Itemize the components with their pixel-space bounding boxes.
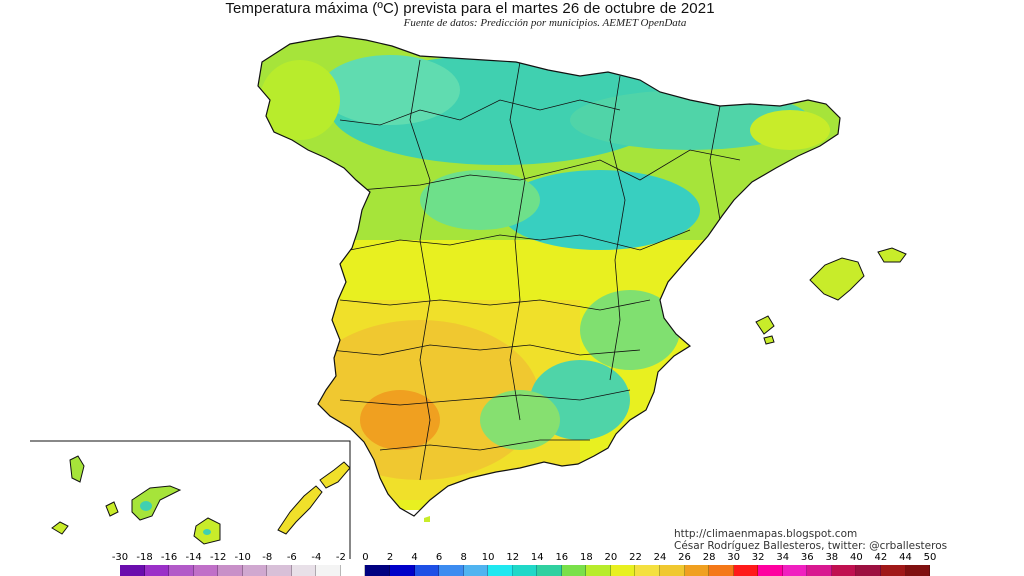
legend-label: 36: [800, 552, 814, 563]
legend-swatch: [267, 565, 292, 576]
legend-color-bar: [120, 565, 931, 576]
legend-swatch: [660, 565, 685, 576]
legend-label: 2: [386, 552, 394, 563]
legend-swatch: [390, 565, 415, 576]
legend-label: 18: [579, 552, 593, 563]
legend-swatch: [684, 565, 710, 576]
legend-label: -30: [111, 552, 129, 563]
legend-swatch: [905, 565, 931, 576]
legend-swatch: [144, 565, 170, 576]
legend-swatch: [758, 565, 783, 576]
legend-swatch: [169, 565, 194, 576]
legend-swatch: [414, 565, 440, 576]
legend-label: -18: [136, 552, 153, 563]
legend-swatch: [439, 565, 464, 576]
credit-author: César Rodríguez Ballesteros, twitter: @c…: [674, 540, 948, 552]
legend-labels: -30 -18 -16 -14 -12 -10 -8 -6 -4 -2 0 2 4 6 8 10 12 14 16 1…: [0, 552, 1024, 565]
legend-swatch: [463, 565, 489, 576]
legend-label: 32: [751, 552, 765, 563]
legend-label: 24: [653, 552, 667, 563]
map-title: Temperatura máxima (ºC) prevista para el…: [225, 0, 715, 17]
legend-swatch: [733, 565, 759, 576]
legend-label: -2: [335, 552, 346, 563]
legend-label: 50: [923, 552, 937, 563]
legend-swatch: [586, 565, 611, 576]
legend-swatch: [218, 565, 243, 576]
legend-label: 8: [460, 552, 467, 563]
legend-label: -6: [286, 552, 297, 563]
legend-label: 16: [555, 552, 569, 563]
legend-swatch: [880, 565, 906, 576]
legend-label: 6: [435, 552, 443, 563]
map-subtitle: Fuente de datos: Predicción por municipi…: [403, 17, 687, 29]
legend-label: 22: [629, 552, 642, 563]
ceuta-map: [424, 516, 430, 522]
legend-label: 42: [874, 552, 888, 563]
legend-label: -14: [185, 552, 202, 563]
legend-label: 14: [530, 552, 544, 563]
legend-label: 0: [362, 552, 369, 563]
legend-swatch: [782, 565, 808, 576]
credit-url: http://climaenmapas.blogspot.com: [674, 528, 858, 540]
legend-swatch: [807, 565, 832, 576]
legend-label: -16: [160, 552, 178, 563]
legend-label: -12: [210, 552, 227, 563]
legend-label: 34: [776, 552, 790, 563]
legend-label: 12: [506, 552, 520, 563]
legend-label: 40: [849, 552, 863, 563]
legend-swatch: [709, 565, 734, 576]
legend-label: 44: [899, 552, 912, 563]
legend-swatch: [561, 565, 587, 576]
legend-label: -8: [262, 552, 273, 563]
peninsula-map: [258, 36, 840, 510]
legend-swatch: [340, 565, 366, 576]
legend-swatch: [365, 565, 391, 576]
baleares-map: [755, 247, 907, 345]
legend-label: 38: [825, 552, 839, 563]
legend-swatch: [831, 565, 857, 576]
canarias-inset-frame: [30, 440, 351, 559]
legend-label: 10: [481, 552, 495, 563]
legend-swatch: [291, 565, 317, 576]
legend-swatch: [242, 565, 268, 576]
legend-swatch: [488, 565, 513, 576]
legend-swatch: [635, 565, 661, 576]
canarias-map: [51, 455, 350, 545]
legend-swatch: [120, 565, 145, 576]
legend-label: 20: [604, 552, 618, 563]
legend-label: 28: [702, 552, 716, 563]
legend-label: -4: [311, 552, 322, 563]
legend-swatch: [512, 565, 538, 576]
legend-swatch: [193, 565, 219, 576]
legend-swatch: [856, 565, 881, 576]
legend-label: 30: [727, 552, 740, 563]
legend-label: 26: [678, 552, 691, 563]
legend-label: -10: [234, 552, 251, 563]
legend-swatch: [610, 565, 636, 576]
legend-swatch: [537, 565, 562, 576]
legend-swatch: [316, 565, 341, 576]
legend-label: 4: [411, 552, 418, 563]
